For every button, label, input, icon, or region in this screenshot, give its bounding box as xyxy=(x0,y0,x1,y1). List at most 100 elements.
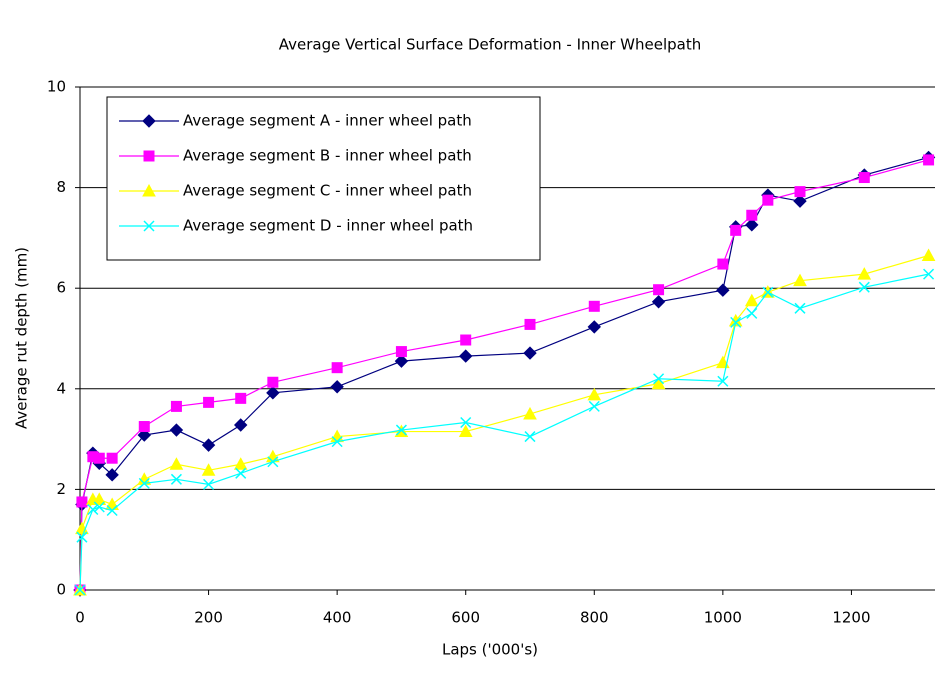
x-tick-label: 400 xyxy=(323,609,352,627)
x-axis-title: Laps ('000's) xyxy=(442,641,538,659)
y-tick-label: 8 xyxy=(56,178,66,196)
series-line xyxy=(79,273,929,591)
marker xyxy=(857,267,872,280)
marker xyxy=(717,375,729,387)
marker xyxy=(458,424,473,438)
marker xyxy=(93,452,105,464)
marker xyxy=(143,150,155,162)
marker xyxy=(794,186,806,198)
marker xyxy=(330,380,344,394)
marker xyxy=(92,492,107,505)
marker xyxy=(76,496,88,508)
marker xyxy=(267,376,279,388)
marker xyxy=(921,248,936,262)
marker xyxy=(744,293,759,307)
marker xyxy=(233,457,248,470)
marker xyxy=(587,320,601,334)
marker xyxy=(651,295,666,309)
marker xyxy=(587,387,602,401)
marker xyxy=(395,424,407,436)
marker xyxy=(170,473,182,485)
y-tick-label: 10 xyxy=(47,78,66,96)
marker xyxy=(87,503,99,516)
marker xyxy=(235,392,247,404)
marker xyxy=(793,194,807,208)
marker xyxy=(746,209,758,221)
marker xyxy=(746,307,758,319)
y-tick-label: 0 xyxy=(56,581,66,599)
marker xyxy=(745,218,759,232)
y-tick-label: 2 xyxy=(56,480,66,498)
legend-box xyxy=(106,96,541,261)
marker xyxy=(105,468,119,482)
marker xyxy=(923,154,935,166)
marker xyxy=(793,273,807,287)
marker xyxy=(762,194,774,206)
marker xyxy=(858,172,870,184)
marker xyxy=(716,283,730,297)
marker xyxy=(137,428,151,442)
y-tick-label: 6 xyxy=(56,279,66,297)
marker xyxy=(762,286,774,298)
x-tick-label: 1200 xyxy=(832,609,870,627)
marker xyxy=(524,318,536,330)
marker xyxy=(331,362,343,374)
marker xyxy=(858,281,870,293)
marker xyxy=(106,452,118,464)
marker xyxy=(203,396,215,408)
marker xyxy=(794,302,806,314)
marker xyxy=(653,284,665,296)
marker xyxy=(730,316,742,328)
marker xyxy=(76,531,88,543)
marker xyxy=(523,346,537,360)
marker xyxy=(717,258,729,270)
marker xyxy=(105,497,119,510)
x-tick-label: 1000 xyxy=(704,609,742,627)
marker xyxy=(203,478,215,490)
marker xyxy=(169,423,184,437)
marker xyxy=(923,268,935,280)
marker xyxy=(138,421,150,433)
marker xyxy=(142,183,156,197)
y-axis-title: Average rut depth (mm) xyxy=(13,247,31,429)
marker xyxy=(651,376,666,390)
marker xyxy=(170,400,182,412)
marker xyxy=(588,400,600,412)
marker xyxy=(394,354,409,368)
marker xyxy=(524,431,536,443)
marker xyxy=(395,346,407,358)
marker xyxy=(143,220,155,232)
marker xyxy=(74,584,86,596)
marker xyxy=(266,386,280,400)
marker xyxy=(201,463,216,476)
legend-label: Average segment D - inner wheel path xyxy=(183,217,473,235)
marker xyxy=(267,456,279,468)
marker xyxy=(142,114,156,128)
x-tick-label: 200 xyxy=(194,609,223,627)
marker xyxy=(653,373,665,385)
marker xyxy=(93,501,105,513)
series-line xyxy=(79,254,929,591)
marker xyxy=(106,504,118,517)
marker xyxy=(460,416,472,429)
marker xyxy=(138,477,150,489)
marker xyxy=(201,438,216,452)
x-tick-label: 0 xyxy=(75,609,85,627)
x-tick-label: 800 xyxy=(580,609,609,627)
y-tick-label: 4 xyxy=(56,379,66,397)
x-tick-label: 600 xyxy=(451,609,480,627)
marker xyxy=(234,418,248,432)
legend-label: Average segment B - inner wheel path xyxy=(183,147,472,165)
marker xyxy=(523,406,537,420)
marker xyxy=(730,224,742,236)
marker xyxy=(331,436,343,448)
marker xyxy=(459,349,473,363)
marker xyxy=(169,457,184,470)
legend-label: Average segment A - inner wheel path xyxy=(183,112,472,130)
legend-label: Average segment C - inner wheel path xyxy=(183,182,472,200)
marker xyxy=(588,300,600,312)
marker xyxy=(460,334,472,346)
chart-title: Average Vertical Surface Deformation - I… xyxy=(279,36,701,54)
marker xyxy=(235,467,247,479)
